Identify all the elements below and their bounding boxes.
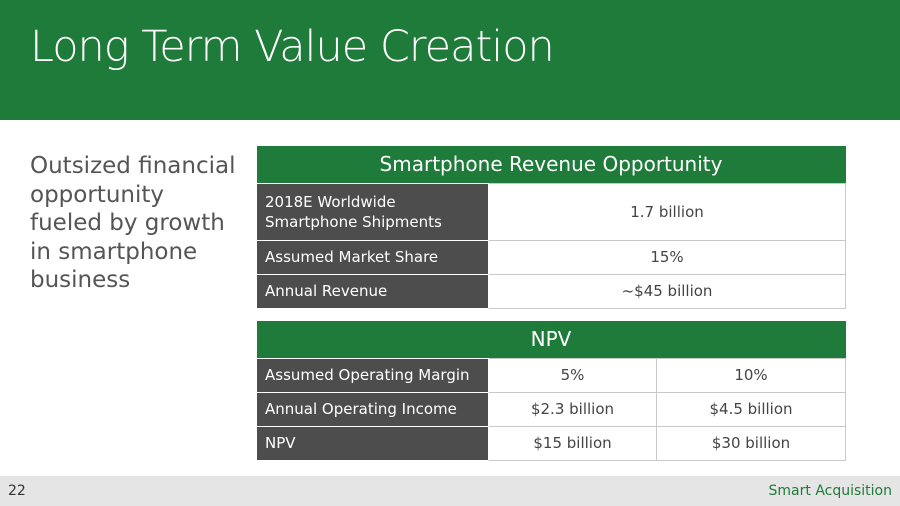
row-label: 2018E Worldwide Smartphone Shipments (256, 182, 489, 241)
row-value: $4.5 billion (655, 391, 847, 427)
row-label: Annual Operating Income (256, 391, 489, 427)
table-row: NPV $15 billion $30 billion (256, 425, 847, 461)
title-banner: Long Term Value Creation (0, 0, 900, 120)
page-number: 22 (8, 483, 26, 499)
row-value: 5% (488, 357, 657, 393)
revenue-opportunity-table: Smartphone Revenue Opportunity 2018E Wor… (256, 146, 847, 309)
footer-bar: 22 Smart Acquisition (0, 476, 900, 506)
row-value: $2.3 billion (488, 391, 657, 427)
row-value: 15% (487, 239, 847, 275)
table-row: Annual Revenue ~$45 billion (256, 273, 847, 309)
table-row: Assumed Market Share 15% (256, 239, 847, 275)
footer-brand-label: Smart Acquisition (768, 483, 892, 499)
npv-table: NPV Assumed Operating Margin 5% 10% Annu… (256, 321, 847, 461)
row-value: 10% (655, 357, 847, 393)
lead-text: Outsized financial opportunity fueled by… (30, 153, 236, 293)
table-row: Annual Operating Income $2.3 billion $4.… (256, 391, 847, 427)
row-label: NPV (256, 425, 489, 461)
table-row: Assumed Operating Margin 5% 10% (256, 357, 847, 393)
row-value: $30 billion (655, 425, 847, 461)
table-row: 2018E Worldwide Smartphone Shipments 1.7… (256, 182, 847, 241)
row-value: 1.7 billion (487, 182, 847, 241)
revenue-table-caption: Smartphone Revenue Opportunity (256, 146, 846, 183)
row-value: $15 billion (488, 425, 657, 461)
row-label: Assumed Market Share (256, 239, 489, 275)
row-label: Assumed Operating Margin (256, 357, 489, 393)
row-value: ~$45 billion (487, 273, 847, 309)
row-label: Annual Revenue (256, 273, 489, 309)
npv-table-caption: NPV (256, 321, 846, 358)
slide-title: Long Term Value Creation (30, 22, 555, 72)
